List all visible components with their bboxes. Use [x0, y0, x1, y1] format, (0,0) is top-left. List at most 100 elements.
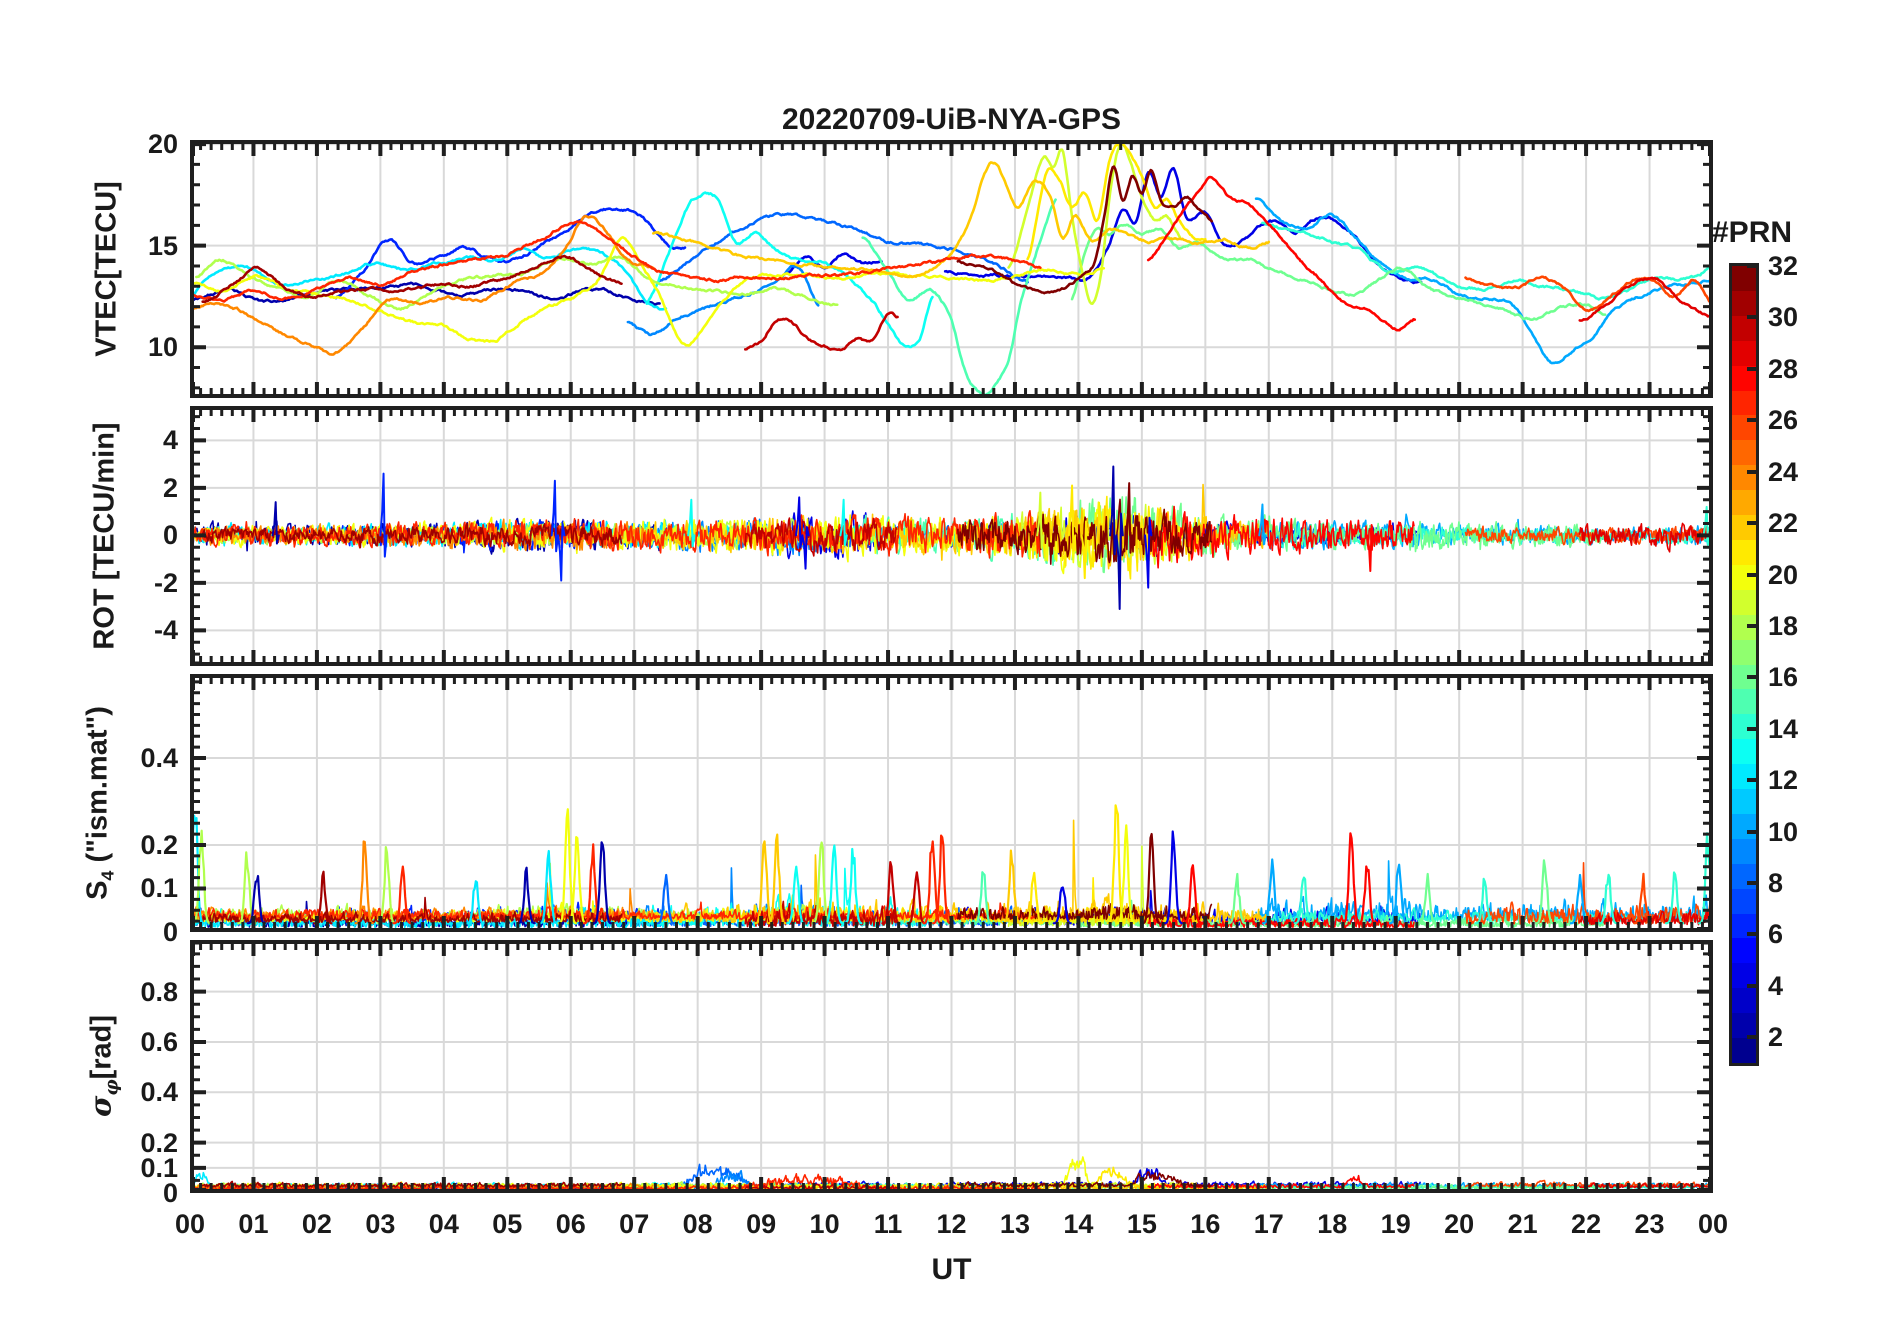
colorbar-tick	[1747, 418, 1756, 423]
x-tick-label: 03	[365, 1209, 396, 1239]
colorbar-tick-label: 12	[1768, 765, 1799, 796]
colorbar-tick	[1747, 623, 1756, 628]
x-tick-label: 12	[936, 1209, 967, 1239]
colorbar-block	[1732, 1038, 1756, 1063]
y-tick-label-rot: 2	[162, 472, 178, 503]
colorbar-tick	[1747, 829, 1756, 834]
colorbar-block	[1732, 639, 1756, 665]
colorbar-block	[1732, 888, 1756, 914]
colorbar-tick	[1747, 778, 1756, 783]
colorbar-tick	[1747, 366, 1756, 371]
colorbar-block	[1732, 390, 1756, 416]
y-tick-label-rot: 0	[162, 520, 178, 551]
x-tick-label: 04	[428, 1209, 459, 1239]
colorbar-tick-label: 14	[1768, 713, 1799, 744]
x-tick-label: 23	[1634, 1209, 1665, 1239]
x-tick-label: 00	[174, 1209, 206, 1239]
y-tick-label-rot: 4	[162, 425, 178, 456]
colorbar-block	[1732, 838, 1756, 864]
x-tick-label: 15	[1126, 1209, 1157, 1239]
y-tick-label-sigma_phi: 0.8	[140, 976, 178, 1007]
y-tick-label-rot: -2	[153, 567, 178, 598]
colorbar-tick-label: 26	[1768, 405, 1799, 436]
panel-rot-plot	[190, 406, 1713, 666]
x-tick-label: 08	[682, 1209, 713, 1239]
colorbar-tick	[1747, 675, 1756, 680]
panel-vtec-plot	[190, 140, 1713, 398]
colorbar-block	[1732, 440, 1756, 466]
y-tick-label-s4: 0.2	[140, 829, 178, 860]
y-tick-label-sigma_phi: 0.4	[140, 1077, 178, 1108]
y-tick-label-rot: -4	[153, 615, 178, 646]
x-tick-label: 19	[1380, 1209, 1411, 1239]
colorbar-block	[1732, 764, 1756, 790]
x-tick-label: 06	[555, 1209, 586, 1239]
colorbar-block	[1732, 564, 1756, 590]
y-tick-label-sigma_phi: 0.1	[140, 1152, 178, 1183]
panel-sigma_phi-plot	[190, 940, 1713, 1193]
colorbar-block	[1732, 813, 1756, 839]
colorbar-tick	[1747, 881, 1756, 886]
x-tick-label: 10	[809, 1209, 840, 1239]
colorbar-tick-label: 20	[1768, 559, 1799, 590]
x-tick-label: 13	[999, 1209, 1030, 1239]
x-tick-label: 01	[238, 1209, 269, 1239]
x-tick-label: 11	[873, 1209, 903, 1239]
colorbar-tick	[1747, 1035, 1756, 1040]
colorbar-block	[1732, 988, 1756, 1014]
colorbar-tick	[1747, 726, 1756, 731]
colorbar-block	[1732, 465, 1756, 491]
x-tick-label: 02	[301, 1209, 332, 1239]
colorbar-tick	[1747, 264, 1756, 268]
colorbar-tick	[1747, 469, 1756, 474]
colorbar-tick-label: 28	[1768, 353, 1799, 384]
colorbar-tick-label: 18	[1768, 610, 1799, 641]
colorbar-tick-label: 30	[1768, 302, 1799, 333]
y-tick-label-vtec: 15	[147, 230, 178, 261]
y-tick-label-s4: 0	[162, 917, 178, 947]
colorbar-block	[1732, 589, 1756, 615]
y-tick-label-vtec: 20	[147, 129, 178, 160]
colorbar-block	[1732, 739, 1756, 765]
colorbar-block	[1732, 266, 1756, 291]
x-tick-label: 22	[1571, 1209, 1602, 1239]
colorbar-block	[1732, 689, 1756, 715]
ylabel-s4: S4 ("ism.mat")	[82, 706, 119, 900]
colorbar-tick	[1747, 521, 1756, 526]
colorbar-tick	[1747, 983, 1756, 988]
y-tick-label-s4: 0.1	[140, 873, 178, 904]
colorbar-tick-label: 8	[1768, 868, 1784, 899]
colorbar-tick-label: 16	[1768, 662, 1799, 693]
x-tick-label: 21	[1507, 1209, 1538, 1239]
y-tick-label-s4: 0.4	[140, 742, 178, 773]
x-tick-label: 07	[619, 1209, 650, 1239]
y-tick-label-sigma_phi: 0	[162, 1178, 178, 1208]
y-tick-label-vtec: 10	[147, 332, 178, 363]
x-axis-label: UT	[931, 1253, 972, 1286]
colorbar-block	[1732, 1013, 1756, 1039]
colorbar-tick-label: 6	[1768, 919, 1784, 950]
colorbar-tick	[1747, 572, 1756, 577]
colorbar-block	[1732, 340, 1756, 366]
colorbar-tick-label: 2	[1768, 1022, 1784, 1053]
colorbar-tick	[1747, 315, 1756, 320]
x-tick-label: 17	[1253, 1209, 1284, 1239]
y-tick-label-sigma_phi: 0.6	[140, 1026, 178, 1057]
colorbar-tick	[1747, 932, 1756, 937]
x-tick-label: 18	[1317, 1209, 1348, 1239]
colorbar-block	[1732, 290, 1756, 316]
colorbar-block	[1732, 938, 1756, 964]
panel-s4-plot	[190, 674, 1713, 932]
colorbar-title: #PRN	[1712, 216, 1793, 249]
colorbar-tick-label: 22	[1768, 508, 1799, 539]
colorbar-block	[1732, 315, 1756, 341]
colorbar-tick-label: 24	[1768, 456, 1799, 487]
colorbar-tick-label: 4	[1768, 970, 1784, 1001]
colorbar-block	[1732, 515, 1756, 540]
colorbar-block	[1732, 490, 1756, 516]
x-tick-label: 09	[746, 1209, 777, 1239]
colorbar	[1729, 263, 1759, 1066]
x-tick-label: 20	[1444, 1209, 1475, 1239]
x-tick-label: 16	[1190, 1209, 1221, 1239]
